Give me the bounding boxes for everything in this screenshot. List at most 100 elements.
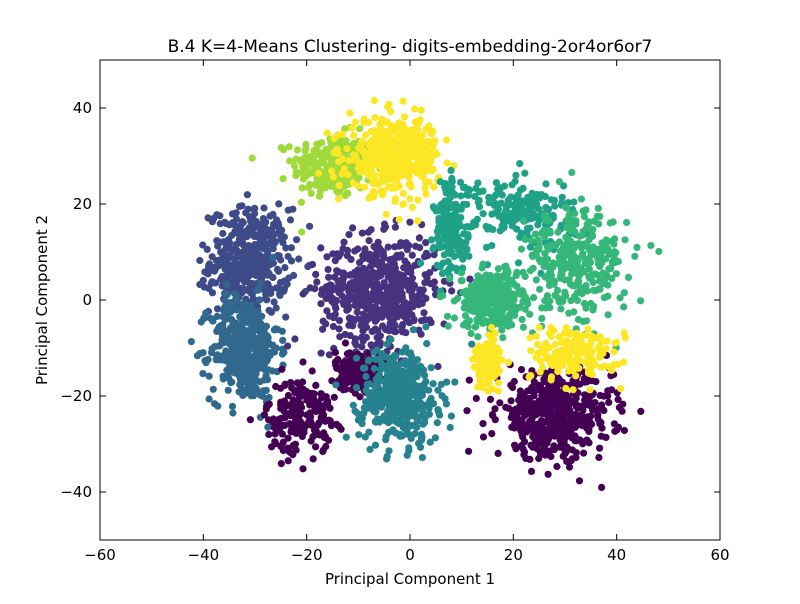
data-point xyxy=(435,217,443,225)
data-point xyxy=(399,272,407,280)
data-point xyxy=(594,204,602,212)
data-point xyxy=(516,186,525,194)
data-point xyxy=(531,430,540,438)
data-point xyxy=(513,268,521,276)
data-point xyxy=(481,297,489,305)
data-point xyxy=(256,296,264,304)
data-point xyxy=(396,397,404,405)
data-point xyxy=(284,434,292,442)
data-point xyxy=(463,246,471,254)
data-point xyxy=(343,246,352,254)
data-point xyxy=(429,127,437,135)
data-point xyxy=(263,355,272,364)
data-point xyxy=(527,237,535,245)
data-point xyxy=(335,181,343,189)
data-point xyxy=(260,204,268,212)
data-point xyxy=(409,147,417,155)
data-point xyxy=(495,315,503,323)
data-point xyxy=(358,343,366,351)
data-point xyxy=(534,236,542,244)
data-point xyxy=(532,212,540,220)
data-point xyxy=(446,212,454,220)
data-point xyxy=(236,225,244,233)
data-point xyxy=(457,192,465,200)
data-point xyxy=(576,436,585,445)
data-point xyxy=(563,457,571,465)
data-point xyxy=(384,389,392,397)
data-point xyxy=(369,327,377,335)
data-point xyxy=(494,449,502,457)
data-point xyxy=(371,408,379,416)
data-point xyxy=(219,375,227,383)
data-point xyxy=(293,236,301,244)
data-point xyxy=(621,236,629,244)
data-point xyxy=(500,319,508,327)
data-point xyxy=(583,352,591,360)
data-point xyxy=(394,141,402,149)
data-point xyxy=(555,178,564,186)
data-point xyxy=(502,290,511,298)
data-point xyxy=(264,341,272,349)
data-point xyxy=(532,332,540,340)
data-point xyxy=(570,337,579,345)
data-point xyxy=(491,329,499,337)
data-point xyxy=(595,453,603,462)
data-point xyxy=(365,349,373,357)
data-point xyxy=(513,283,521,291)
data-point xyxy=(266,239,274,247)
data-point xyxy=(275,426,283,434)
data-point xyxy=(319,447,327,456)
data-point xyxy=(251,241,259,249)
data-point xyxy=(281,264,289,272)
data-point xyxy=(434,386,442,394)
data-point xyxy=(590,217,598,225)
data-point xyxy=(420,309,428,317)
data-point xyxy=(614,395,622,404)
data-point xyxy=(536,368,544,376)
data-point xyxy=(547,376,555,384)
data-point xyxy=(371,154,379,162)
data-point xyxy=(566,227,575,235)
data-point xyxy=(454,294,462,303)
data-point xyxy=(547,272,556,280)
data-point xyxy=(500,263,509,271)
data-point xyxy=(215,262,223,270)
data-point xyxy=(224,350,232,358)
data-point xyxy=(328,179,336,187)
data-point xyxy=(579,317,587,325)
data-point xyxy=(306,416,314,424)
data-point xyxy=(517,229,525,237)
data-point xyxy=(387,268,395,276)
data-point xyxy=(475,367,483,376)
chart-title: B.4 K=4-Means Clustering- digits-embeddi… xyxy=(168,37,653,57)
data-point xyxy=(299,378,307,386)
data-point xyxy=(377,366,385,374)
data-point xyxy=(631,252,639,260)
data-point xyxy=(511,311,519,319)
data-point xyxy=(587,332,595,340)
data-point xyxy=(238,238,247,246)
x-tick-label: 60 xyxy=(710,546,729,564)
data-point xyxy=(373,279,381,287)
data-point xyxy=(263,332,271,340)
data-point xyxy=(413,356,421,364)
data-point xyxy=(383,144,391,153)
data-point xyxy=(349,370,357,378)
data-point xyxy=(239,391,247,400)
data-point xyxy=(536,400,544,408)
data-point xyxy=(519,323,528,331)
data-point xyxy=(227,379,235,387)
data-point xyxy=(234,338,242,346)
data-point xyxy=(431,434,439,442)
data-point xyxy=(482,271,490,279)
data-point xyxy=(503,214,511,222)
data-point xyxy=(415,120,423,128)
data-point xyxy=(222,315,231,323)
data-point xyxy=(360,404,368,412)
data-point xyxy=(568,281,576,289)
data-point xyxy=(484,277,492,285)
data-point xyxy=(540,375,548,383)
data-point xyxy=(232,360,240,368)
data-point xyxy=(438,270,447,278)
